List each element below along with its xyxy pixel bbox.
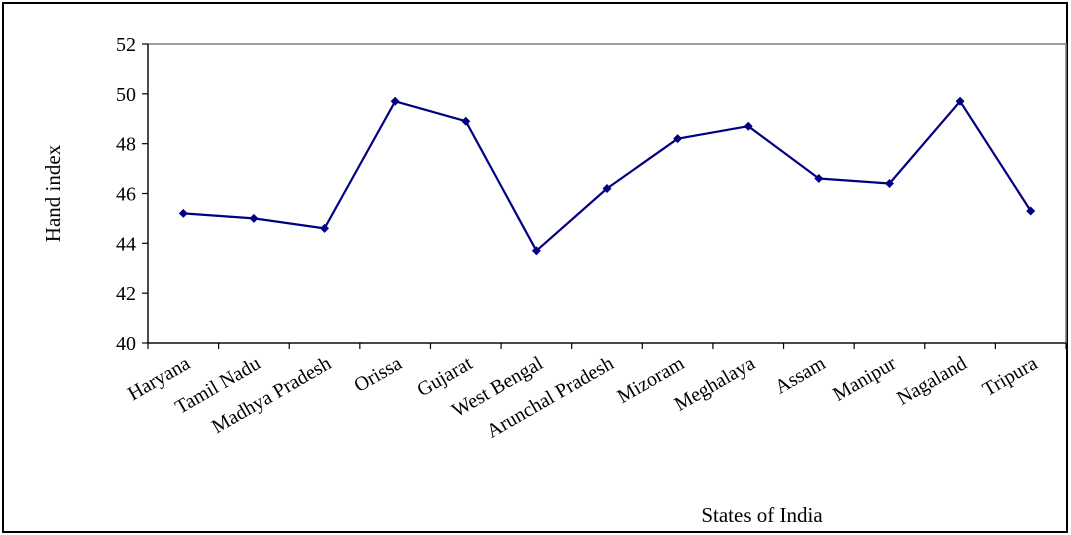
x-axis-title: States of India xyxy=(701,503,823,527)
series-layer xyxy=(178,96,1036,256)
y-tick-label: 52 xyxy=(116,34,136,56)
data-point xyxy=(955,96,965,106)
data-point xyxy=(743,121,753,131)
data-point xyxy=(178,208,188,218)
y-axis: 40 42 44 46 48 50 52 xyxy=(116,34,149,355)
data-point xyxy=(602,184,612,194)
y-tick-label: 44 xyxy=(116,233,136,255)
data-point xyxy=(1026,206,1036,216)
data-point xyxy=(673,134,683,144)
y-tick-label: 40 xyxy=(116,333,136,355)
y-tick-label: 46 xyxy=(116,184,136,206)
y-axis-title: Hand index xyxy=(41,144,65,242)
y-tick-label: 50 xyxy=(116,84,136,106)
data-point xyxy=(249,213,259,223)
data-point xyxy=(531,246,541,256)
data-point xyxy=(884,179,894,189)
data-point xyxy=(390,96,400,106)
y-tick-label: 48 xyxy=(116,134,136,156)
data-point xyxy=(320,223,330,233)
data-point xyxy=(461,116,471,126)
data-point xyxy=(814,174,824,184)
y-tick-label: 42 xyxy=(116,283,136,305)
